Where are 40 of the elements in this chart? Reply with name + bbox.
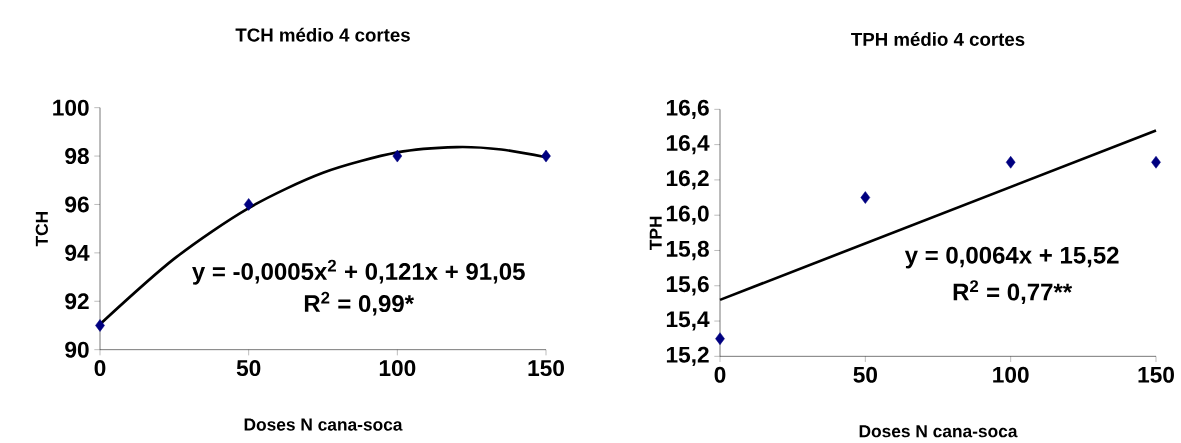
x-tick-label: 150 [1138,366,1174,383]
annotation: R$^{2}$ = 0,77** [953,280,1073,305]
y-tick-label: 16,2 [666,170,709,190]
y-tick-label: 15,2 [666,346,709,367]
annotation: R$^{2}$ = 0,99* [304,291,415,316]
chart-title: TPH médio 4 cortes [851,32,1025,46]
point [1005,155,1016,169]
x-axis-title: Doses N cana-soca [244,418,403,431]
y-tick-label: 16,0 [666,205,709,225]
point [243,198,254,211]
y-tick-label: 98 [65,148,89,165]
point [1151,155,1161,169]
x-tick-label: 50 [236,360,261,377]
x-axis-title: Doses N cana-soca [859,425,1018,438]
y-tick-label: 90 [65,341,89,358]
x-tick-label: 50 [853,366,878,383]
point [541,149,551,163]
x-tick-label: 0 [94,360,106,377]
y-axis-title: TCH [35,212,48,247]
point [715,332,725,345]
y-tick-label: 92 [65,293,89,310]
point [95,319,105,332]
y-tick-label: 16,6 [666,99,709,119]
y-tick-label: 15,8 [666,240,709,261]
y-tick-label: 94 [65,244,90,261]
x-tick-label: 100 [993,366,1029,383]
point [860,191,871,204]
y-tick-label: 16,4 [666,134,710,155]
x-tick-label: 150 [528,360,564,377]
annotation: y = 0,0064x + 15,52 [904,246,1119,269]
x-tick-label: 0 [714,366,726,383]
x-tick-label: 100 [379,360,416,377]
y-axis-title: TPH [649,216,662,250]
y-tick-label: 100 [53,99,89,116]
y-tick-label: 96 [65,196,89,213]
point [392,149,403,163]
y-tick-label: 15,6 [666,276,709,296]
y-tick-label: 15,4 [666,311,710,331]
chart-title: TCH médio 4 cortes [235,27,410,42]
annotation: y = -0,0005x$^{2}$ + 0,121x + 91,05 [192,259,525,285]
